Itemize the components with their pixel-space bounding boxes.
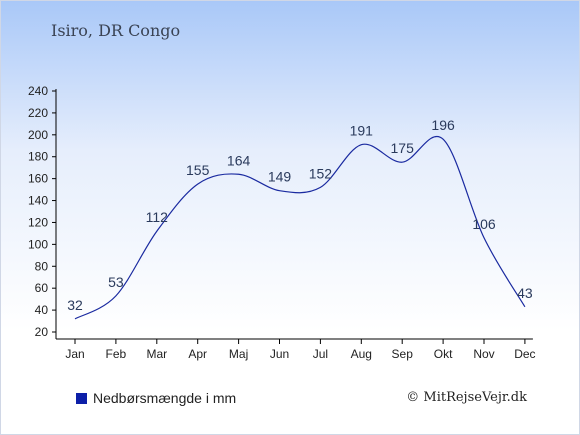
x-tick-label: Maj (229, 347, 248, 361)
x-tick-label: Dec (514, 347, 535, 361)
y-tick-label: 60 (35, 281, 49, 295)
y-tick-label: 200 (28, 128, 48, 142)
location-title: Isiro, DR Congo (51, 21, 181, 40)
data-label: 112 (146, 209, 169, 225)
axes: 20 40 60 80 100 120 140 160 180 200 220 240 Jan Feb Ma… (28, 84, 536, 361)
legend-label: Nedbørsmængde i mm (93, 390, 237, 406)
x-tick-label: Jun (270, 347, 289, 361)
x-tick-label: Aug (351, 347, 372, 361)
x-tick-label: Sep (392, 347, 414, 361)
series-line-group (74, 136, 526, 320)
data-label: 149 (268, 169, 292, 185)
data-label: 32 (67, 297, 83, 313)
y-tick-label: 220 (28, 106, 48, 120)
precipitation-series-line (74, 136, 526, 320)
y-tick-label: 120 (28, 215, 48, 229)
data-label: 152 (309, 165, 333, 181)
data-label: 175 (391, 140, 415, 156)
y-tick-label: 20 (35, 325, 49, 339)
y-tick-label: 80 (35, 259, 49, 273)
data-label: 196 (431, 117, 455, 133)
x-tick-label: Jan (65, 347, 84, 361)
y-tick-label: 180 (28, 150, 48, 164)
y-tick-label: 160 (28, 172, 48, 186)
legend-swatch (76, 392, 87, 404)
legend: Nedbørsmængde i mm (76, 390, 236, 406)
data-label: 43 (517, 285, 533, 301)
x-tick-label: Nov (473, 347, 494, 361)
data-label: 155 (186, 162, 210, 178)
data-labels-group: 32 53 112 155 164 149 152 191 175 196 106 43 (67, 117, 533, 313)
x-tick-label: Okt (434, 347, 453, 361)
data-label: 106 (472, 216, 496, 232)
y-tick-label: 140 (28, 194, 48, 208)
y-tick-label: 240 (28, 84, 48, 98)
data-label: 53 (108, 274, 124, 290)
x-tick-label: Feb (106, 347, 127, 361)
data-label: 164 (227, 152, 251, 168)
data-label: 191 (350, 123, 374, 139)
x-tick-label: Apr (188, 347, 207, 361)
x-tick-label: Mar (146, 347, 167, 361)
y-tick-label: 40 (35, 303, 49, 317)
copyright-text: © MitRejseVejr.dk (406, 390, 527, 405)
x-tick-label: Jul (313, 347, 328, 361)
y-tick-label: 100 (28, 237, 48, 251)
